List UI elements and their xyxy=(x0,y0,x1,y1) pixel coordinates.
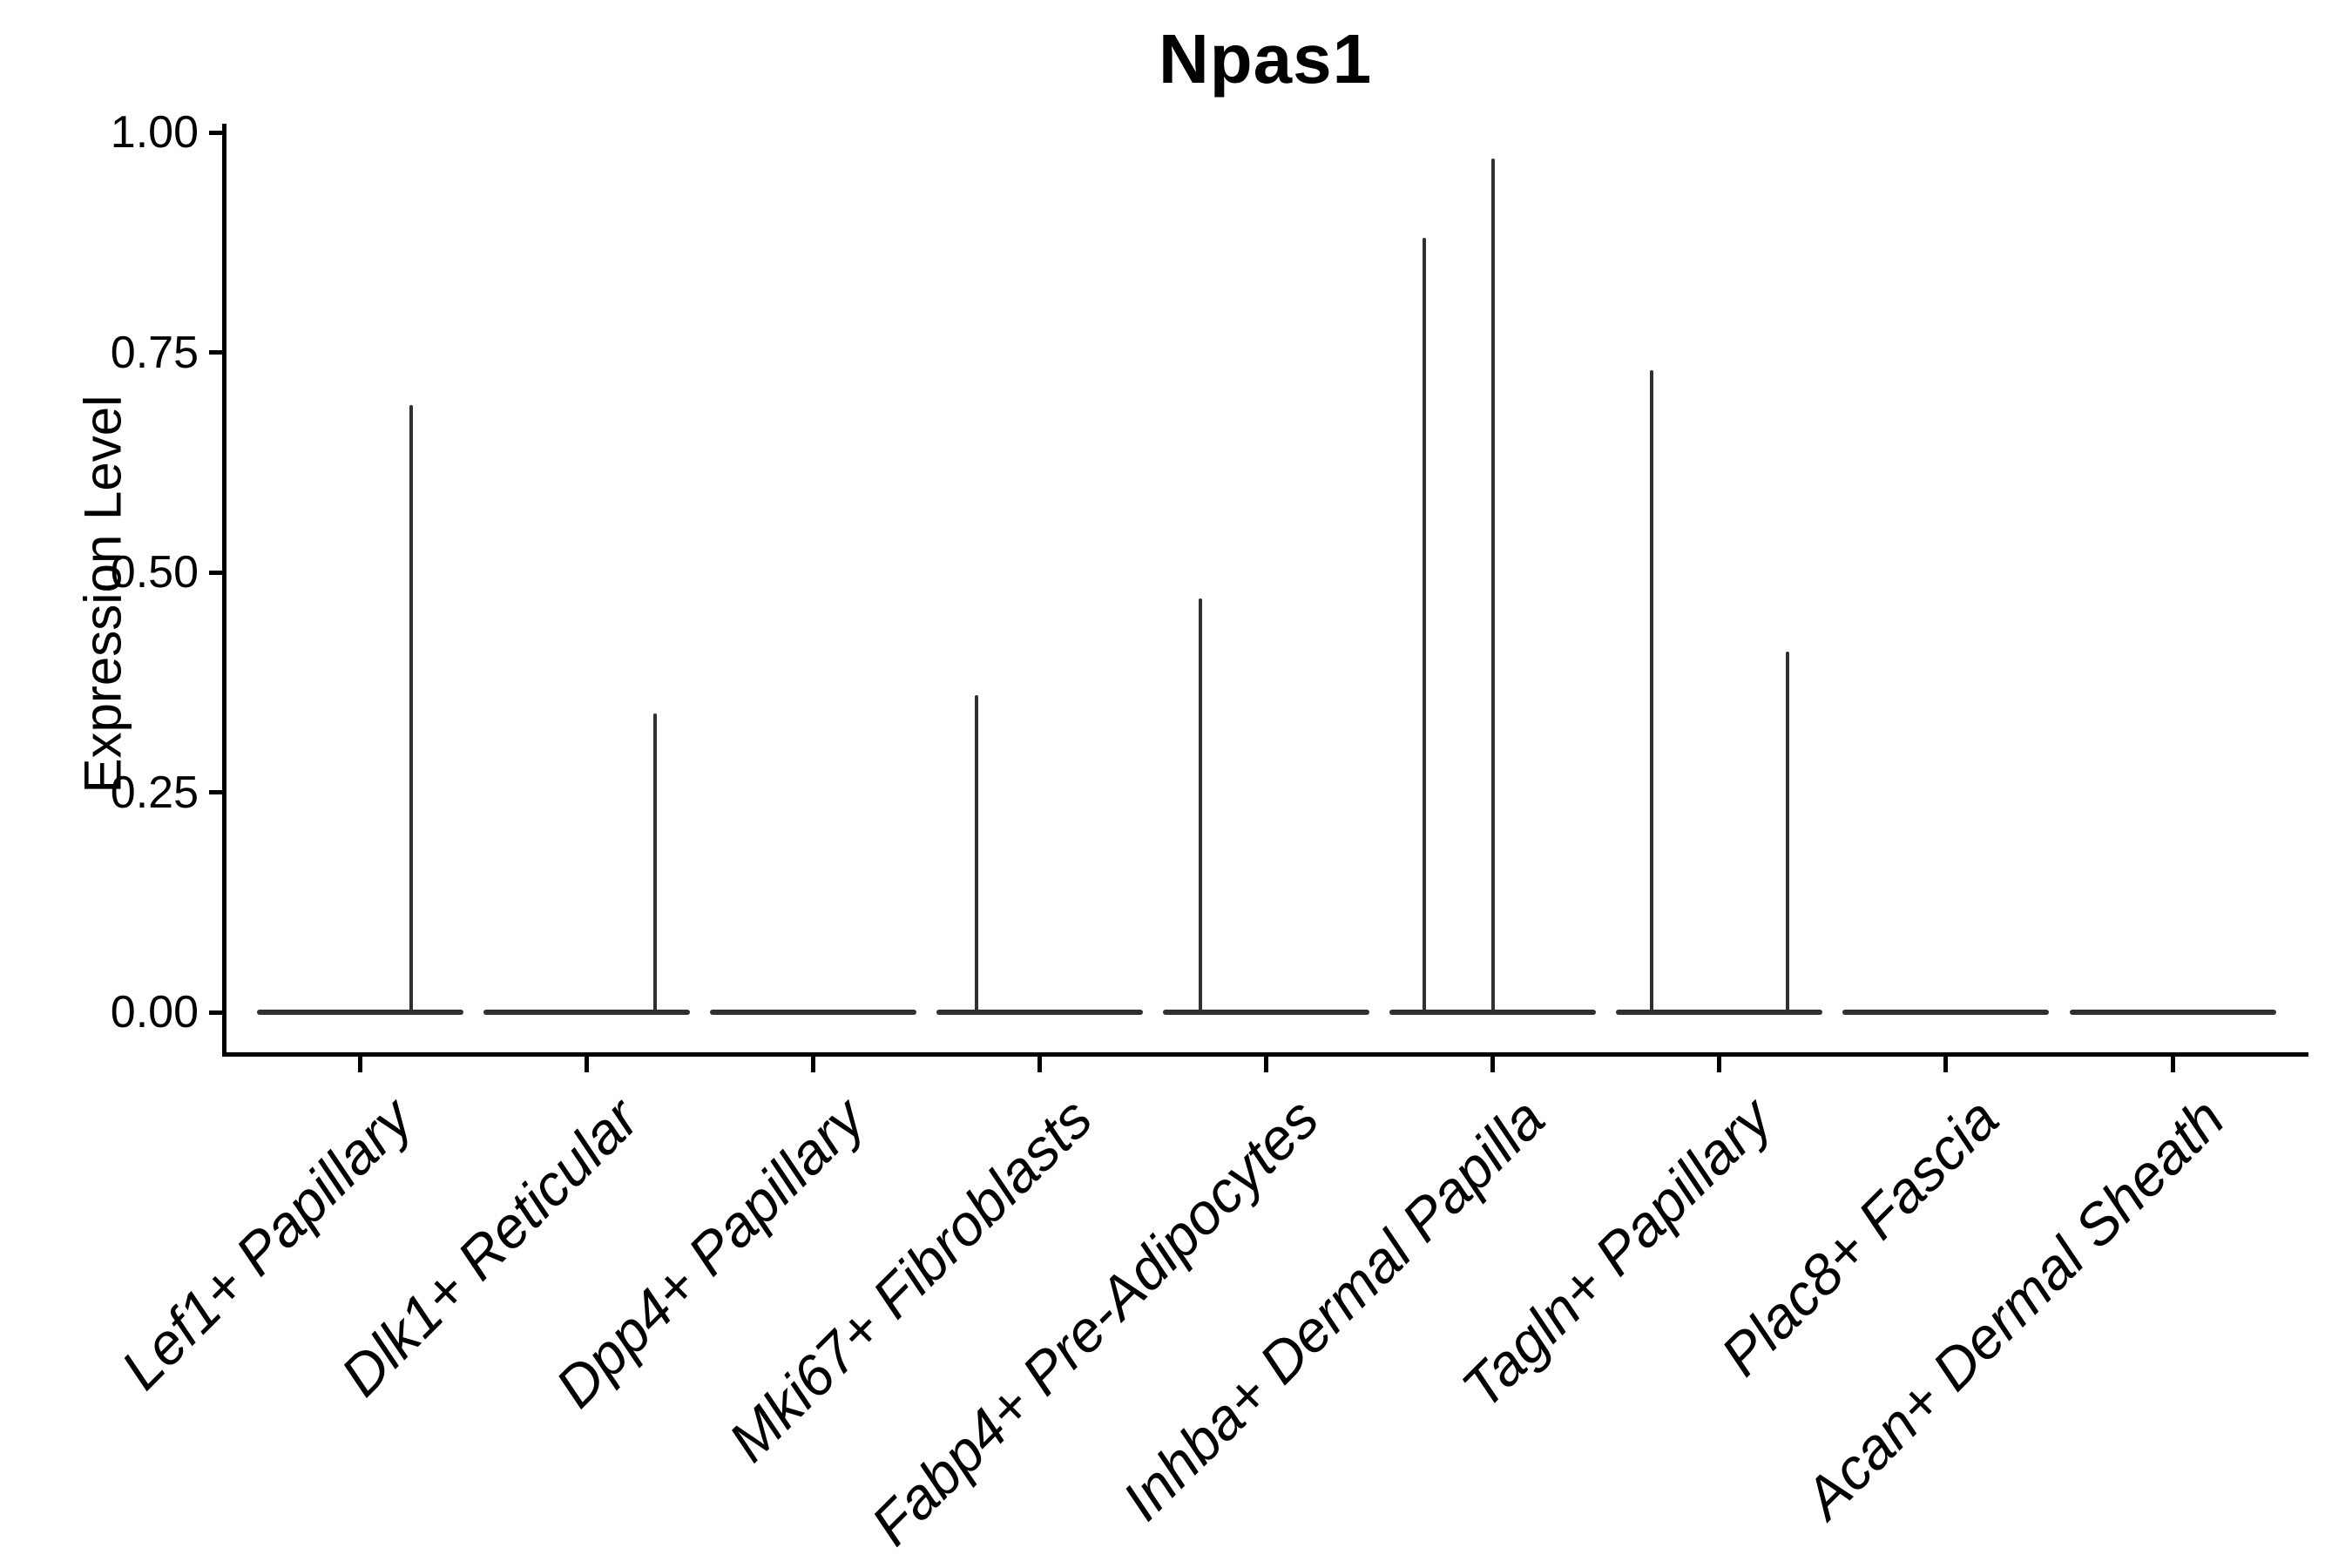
x-tick xyxy=(1264,1057,1268,1072)
y-tick-label: 1.00 xyxy=(110,107,199,158)
violin-spike xyxy=(653,713,658,1012)
y-tick-label: 0.00 xyxy=(110,987,199,1037)
x-tick-label: Fabp4+ Pre-Adipocytes xyxy=(858,1085,1331,1558)
violin-baseline xyxy=(256,1010,463,1015)
x-tick xyxy=(2170,1057,2175,1072)
violin-spike xyxy=(1649,369,1653,1012)
violin-spike xyxy=(975,695,979,1012)
violin-baseline xyxy=(483,1010,690,1015)
y-tick xyxy=(209,350,222,355)
violin-baseline xyxy=(2069,1010,2276,1015)
y-tick xyxy=(209,570,222,575)
chart-title: Npas1 xyxy=(1158,20,1373,98)
violin-baseline xyxy=(936,1010,1143,1015)
violin-spike xyxy=(1785,651,1789,1012)
y-tick xyxy=(209,790,222,794)
violin-baseline xyxy=(1842,1010,2050,1015)
x-tick xyxy=(810,1057,815,1072)
x-tick xyxy=(1717,1057,1722,1072)
violin-baseline xyxy=(1163,1010,1369,1015)
violin-spike xyxy=(1490,159,1495,1012)
x-tick-label: Inhba+ Dermal Papilla xyxy=(1110,1085,1558,1533)
y-tick-label: 0.25 xyxy=(110,767,199,818)
y-tick-label: 0.50 xyxy=(110,547,199,598)
x-tick xyxy=(1490,1057,1496,1072)
y-tick-label: 0.75 xyxy=(110,327,199,378)
x-tick xyxy=(584,1057,589,1072)
y-tick xyxy=(209,130,222,135)
violin-spike xyxy=(1422,238,1426,1012)
x-tick xyxy=(1943,1057,1949,1072)
x-tick-label: Acan+ Dermal Sheath xyxy=(1792,1085,2237,1531)
violin-baseline xyxy=(1616,1010,1823,1015)
x-tick xyxy=(1037,1057,1042,1072)
violin-spike xyxy=(409,405,413,1012)
violin-baseline xyxy=(1389,1010,1597,1015)
x-tick xyxy=(357,1057,362,1072)
y-tick xyxy=(209,1010,222,1015)
y-axis-spine xyxy=(222,124,226,1057)
violin-baseline xyxy=(709,1010,916,1015)
x-axis-spine xyxy=(222,1052,2308,1057)
violin-spike xyxy=(1198,598,1202,1012)
